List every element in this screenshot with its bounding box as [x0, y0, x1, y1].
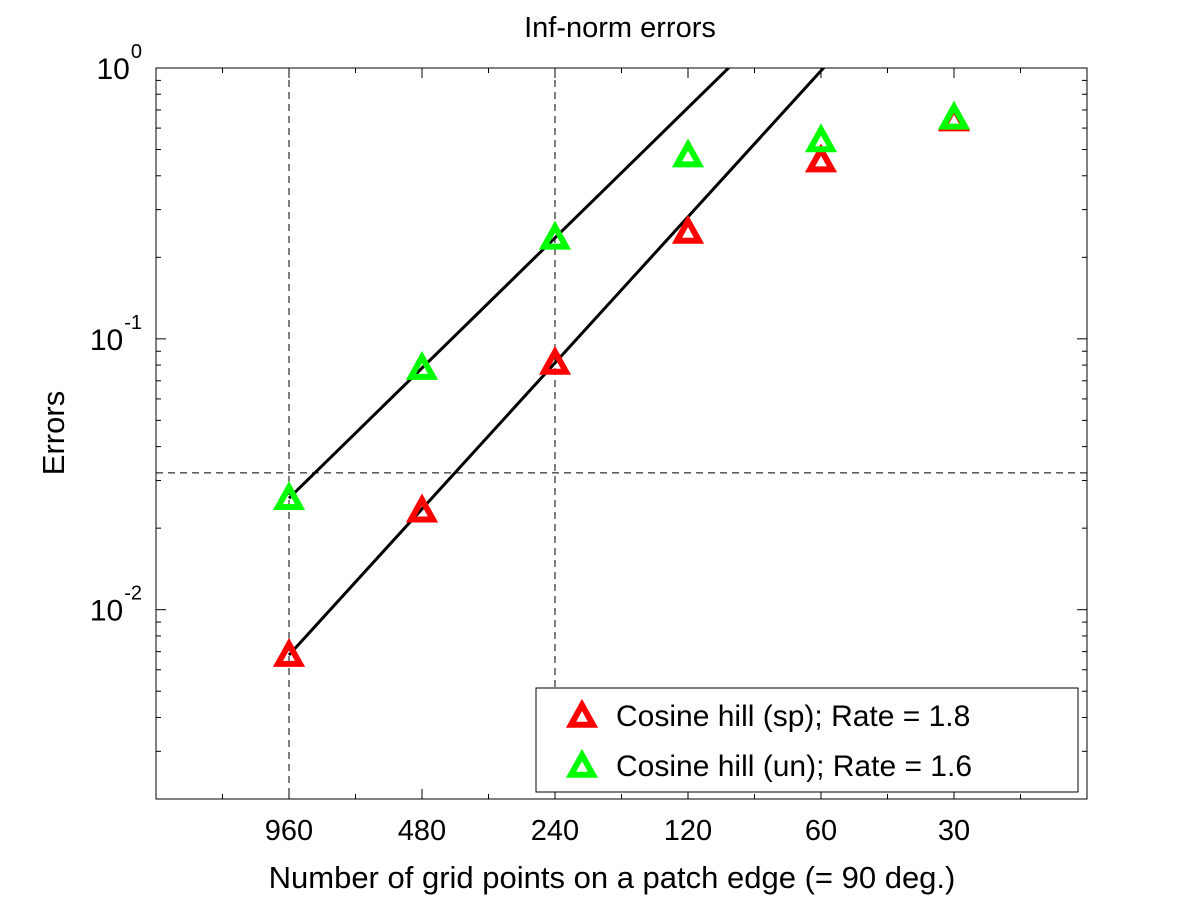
x-tick-label: 960 [265, 815, 313, 847]
y-axis-label: Errors [36, 391, 71, 475]
plot-frame [155, 67, 1088, 800]
data-point [671, 214, 705, 244]
data-point [538, 220, 572, 250]
y-tick-exponent: -2 [124, 583, 142, 605]
data-point [272, 637, 306, 667]
fit-line [287, 68, 731, 500]
legend-label: Cosine hill (sp); Rate = 1.8 [616, 700, 970, 733]
data-point [405, 350, 439, 380]
chart-title: Inf-norm errors [524, 12, 716, 44]
y-tick-label: -210 [90, 583, 142, 628]
data-point [272, 481, 306, 511]
data-point [538, 345, 572, 375]
x-tick-label: 120 [664, 815, 712, 847]
y-tick-exponent: 0 [131, 41, 142, 63]
data-point [671, 138, 705, 168]
y-tick-base: 10 [90, 595, 123, 628]
legend-marker [565, 748, 599, 778]
legend-marker [565, 698, 599, 728]
legend-box [535, 687, 1079, 793]
data-point [937, 100, 971, 130]
y-tick-base: 10 [90, 324, 123, 357]
x-tick-label: 240 [531, 815, 579, 847]
data-point [804, 123, 838, 153]
y-tick-label: 010 [97, 41, 143, 86]
fit-line [287, 68, 826, 657]
x-tick-label: 480 [398, 815, 446, 847]
x-tick-label: 60 [805, 815, 837, 847]
legend-label: Cosine hill (un); Rate = 1.6 [616, 750, 972, 783]
y-tick-base: 10 [97, 53, 130, 86]
y-tick-label: -110 [90, 312, 142, 357]
data-point [804, 143, 838, 173]
data-point [405, 493, 439, 523]
y-tick-exponent: -1 [124, 312, 142, 334]
x-axis-label: Number of grid points on a patch edge (=… [269, 860, 956, 895]
x-tick-label: 30 [938, 815, 970, 847]
